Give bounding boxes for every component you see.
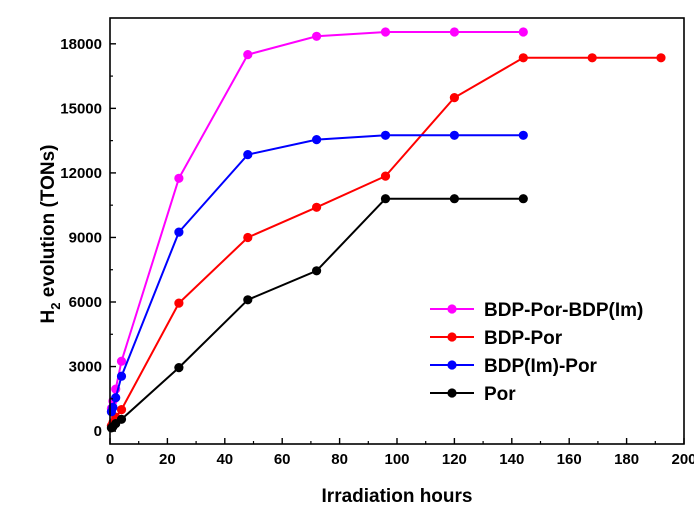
data-point [111, 393, 121, 403]
x-tick-label: 20 [159, 451, 176, 468]
y-tick-label: 3000 [69, 359, 102, 376]
data-point [243, 150, 253, 160]
data-point [449, 27, 459, 37]
x-tick-label: 140 [499, 451, 524, 468]
y-tick-label: 0 [94, 423, 102, 440]
data-point [312, 31, 322, 41]
data-point [518, 53, 528, 63]
y-tick-label: 9000 [69, 229, 102, 246]
data-point [312, 266, 322, 276]
y-tick-label: 18000 [60, 36, 102, 53]
data-point [243, 232, 253, 243]
x-tick-label: 160 [557, 451, 582, 468]
data-point [174, 173, 184, 183]
data-point [174, 298, 184, 308]
legend: BDP-Por-BDP(Im) BDP-Por BDP(Im)-Por Por [430, 300, 643, 405]
plot-frame [109, 17, 685, 445]
data-point [116, 356, 127, 366]
data-point [518, 194, 528, 204]
legend-marker-2 [447, 360, 457, 370]
legend-label-0: BDP-Por-BDP(Im) [484, 300, 643, 321]
data-point [449, 194, 459, 204]
data-point [656, 53, 666, 63]
legend-label-2: BDP(Im)-Por [484, 356, 598, 377]
legend-marker-3 [447, 388, 457, 398]
x-tick-label: 0 [106, 451, 114, 468]
data-point [380, 171, 391, 181]
data-point [312, 135, 322, 145]
x-tick-label: 40 [216, 451, 233, 468]
x-tick-label: 180 [614, 451, 639, 468]
data-point [243, 50, 253, 60]
x-tick-label: 200 [671, 451, 694, 468]
data-point [449, 93, 459, 103]
data-point [174, 363, 184, 373]
legend-label-1: BDP-Por [484, 328, 563, 349]
data-point [380, 194, 391, 204]
legend-marker-1 [447, 332, 457, 342]
x-tick-label: 100 [384, 451, 409, 468]
data-point [116, 371, 127, 381]
data-point [116, 414, 127, 424]
x-tick-label: 60 [274, 451, 291, 468]
x-tick-label: 80 [331, 451, 348, 468]
data-point [449, 130, 459, 140]
legend-label-3: Por [484, 384, 516, 405]
data-point [380, 130, 391, 140]
y-tick-label: 6000 [69, 294, 102, 311]
legend-marker-0 [447, 304, 457, 314]
data-point [174, 227, 184, 237]
data-point [312, 202, 322, 212]
data-point [518, 130, 528, 140]
data-point [518, 27, 528, 37]
data-point [116, 405, 127, 415]
series-line-0 [110, 31, 524, 409]
y-axis-title: H2 evolution (TONs) [38, 145, 63, 324]
y-tick-label: 12000 [60, 165, 102, 182]
data-point [587, 53, 597, 63]
data-point [243, 295, 253, 305]
x-tick-label: 120 [442, 451, 467, 468]
y-tick-label: 15000 [60, 100, 102, 117]
series-line-2 [110, 134, 524, 413]
data-point [380, 27, 391, 37]
x-axis-title: Irradiation hours [322, 486, 473, 506]
